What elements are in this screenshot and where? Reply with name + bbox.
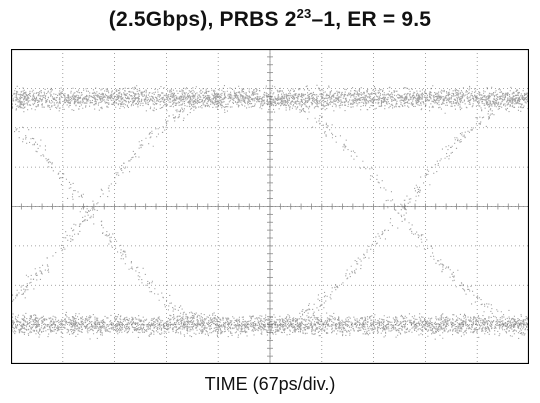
x-axis-label: TIME (67ps/div.) (204, 374, 336, 394)
chart-title: (2.5Gbps), PRBS 223–1, ER = 9.5 (0, 6, 540, 32)
title-main: (2.5Gbps), PRBS 2 (108, 8, 297, 31)
plot-frame (11, 49, 529, 364)
title-exponent: 23 (296, 6, 312, 21)
eye-diagram-plot (11, 49, 529, 364)
title-rest: –1, ER = 9.5 (311, 8, 432, 31)
